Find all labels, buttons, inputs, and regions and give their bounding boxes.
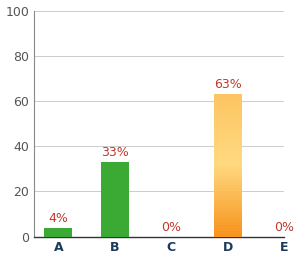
Bar <box>214 200 242 202</box>
Text: 0%: 0% <box>161 221 182 234</box>
Bar <box>214 97 242 100</box>
Bar <box>214 165 242 168</box>
Bar <box>214 208 242 211</box>
Bar <box>44 228 73 237</box>
Bar <box>214 231 242 234</box>
Text: 33%: 33% <box>101 146 129 159</box>
Bar <box>214 160 242 162</box>
Bar <box>214 162 242 165</box>
Bar <box>214 151 242 154</box>
Bar <box>214 214 242 217</box>
Bar <box>214 222 242 225</box>
Bar <box>214 140 242 142</box>
Bar <box>214 202 242 205</box>
Bar <box>214 108 242 111</box>
Bar <box>214 234 242 237</box>
Bar <box>214 126 242 128</box>
Bar <box>214 177 242 180</box>
Bar <box>214 114 242 117</box>
Bar <box>214 142 242 145</box>
Bar <box>214 103 242 106</box>
Bar <box>214 168 242 171</box>
Bar <box>214 120 242 123</box>
Bar <box>214 117 242 120</box>
Bar <box>214 123 242 126</box>
Bar <box>214 185 242 188</box>
Bar <box>214 219 242 222</box>
Bar <box>214 100 242 103</box>
Bar <box>214 228 242 231</box>
Bar <box>214 174 242 177</box>
Bar <box>214 131 242 134</box>
Bar <box>214 217 242 219</box>
Bar <box>214 154 242 157</box>
Bar <box>214 145 242 148</box>
Bar <box>214 106 242 108</box>
Bar <box>214 157 242 160</box>
Bar <box>214 183 242 185</box>
Bar <box>214 188 242 191</box>
Bar <box>214 137 242 140</box>
Text: 63%: 63% <box>214 79 242 92</box>
Bar <box>214 194 242 197</box>
Bar <box>214 94 242 97</box>
Bar <box>214 128 242 131</box>
Bar <box>214 211 242 214</box>
Bar <box>214 180 242 183</box>
Bar <box>214 111 242 114</box>
Text: 0%: 0% <box>274 221 294 234</box>
Bar <box>214 148 242 151</box>
Bar <box>101 162 129 237</box>
Bar <box>214 171 242 174</box>
Text: 4%: 4% <box>48 212 68 225</box>
Bar <box>214 225 242 228</box>
Bar <box>214 205 242 208</box>
Bar <box>214 134 242 137</box>
Bar <box>214 191 242 194</box>
Bar <box>214 197 242 200</box>
